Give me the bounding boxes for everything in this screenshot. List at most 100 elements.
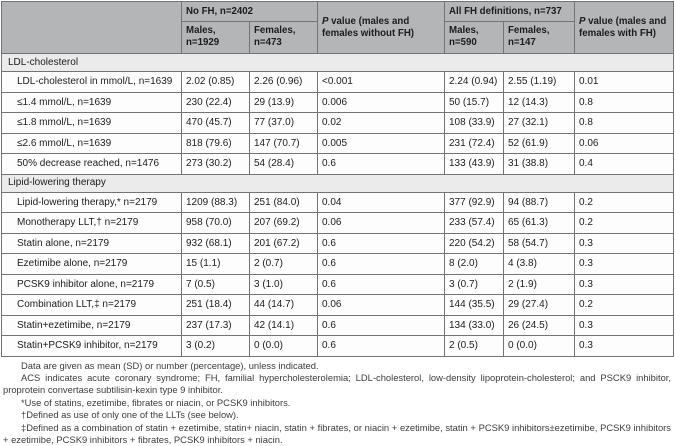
value-cell: 220 (54.2) (445, 233, 504, 254)
value-cell: 0 (0.0) (250, 336, 318, 357)
value-cell: 0.3 (575, 233, 674, 254)
value-cell: 54 (28.4) (250, 154, 318, 175)
journal-table-figure: No FH, n=2402 P value (males and females… (0, 1, 675, 420)
value-cell: 2.02 (0.85) (182, 72, 250, 93)
value-cell: 0.06 (318, 295, 445, 316)
row-label-cell: Statin+PCSK9 inhibitor, n=2179 (2, 336, 182, 357)
value-cell: 8 (2.0) (445, 254, 504, 275)
value-cell: 0.6 (318, 274, 445, 295)
p-value-fh-header: P value (males and females with FH) (575, 2, 674, 54)
value-cell: 108 (33.9) (445, 113, 504, 134)
value-cell: 0.2 (575, 213, 674, 234)
row-label-cell: LDL-cholesterol in mmol/L, n=1639 (2, 72, 182, 93)
value-cell: 230 (22.4) (182, 92, 250, 113)
value-cell: 251 (18.4) (182, 295, 250, 316)
fh-group-header: All FH definitions, n=737 (445, 2, 575, 22)
value-cell: 58 (54.7) (504, 233, 575, 254)
value-cell: 207 (69.2) (250, 213, 318, 234)
value-cell: 3 (1.0) (250, 274, 318, 295)
value-cell: 29 (13.9) (250, 92, 318, 113)
value-cell: 237 (17.3) (182, 315, 250, 336)
value-cell: 0.3 (575, 254, 674, 275)
section-label: Lipid-lowering therapy (2, 174, 674, 192)
value-cell: 1209 (88.3) (182, 192, 250, 213)
row-label-cell: ≤2.6 mmol/L, n=1639 (2, 133, 182, 154)
value-cell: 233 (57.4) (445, 213, 504, 234)
value-cell: 0.2 (575, 192, 674, 213)
value-cell: 0.4 (575, 154, 674, 175)
value-cell: 0.3 (575, 315, 674, 336)
value-cell: 0.3 (575, 336, 674, 357)
value-cell: 0.6 (318, 233, 445, 254)
value-cell: 29 (27.4) (504, 295, 575, 316)
footnote-asterisk: *Use of statins, ezetimibe, fibrates or … (3, 397, 671, 409)
value-cell: 147 (70.7) (250, 133, 318, 154)
value-cell: 3 (0.2) (182, 336, 250, 357)
section-row: LDL-cholesterol (2, 54, 674, 72)
data-table: No FH, n=2402 P value (males and females… (1, 1, 674, 357)
value-cell: 0.06 (318, 213, 445, 234)
value-cell: 2 (0.7) (250, 254, 318, 275)
no-fh-males-header: Males, n=1929 (182, 22, 250, 54)
value-cell: 0.3 (575, 274, 674, 295)
row-label-cell: Ezetimibe alone, n=2179 (2, 254, 182, 275)
value-cell: 377 (92.9) (445, 192, 504, 213)
value-cell: 42 (14.1) (250, 315, 318, 336)
value-cell: 251 (84.0) (250, 192, 318, 213)
row-label-cell: Statin+ezetimibe, n=2179 (2, 315, 182, 336)
value-cell: 134 (33.0) (445, 315, 504, 336)
value-cell: 65 (61.3) (504, 213, 575, 234)
footnotes: Data are given as mean (SD) or number (p… (3, 360, 671, 446)
p-value-fh-label: value (males and females with FH) (579, 16, 666, 39)
value-cell: 958 (70.0) (182, 213, 250, 234)
value-cell: 31 (38.8) (504, 154, 575, 175)
value-cell: 0.6 (318, 336, 445, 357)
value-cell: 0.06 (575, 133, 674, 154)
value-cell: 77 (37.0) (250, 113, 318, 134)
value-cell: 0.6 (318, 315, 445, 336)
value-cell: 2.24 (0.94) (445, 72, 504, 93)
value-cell: 133 (43.9) (445, 154, 504, 175)
value-cell: 3 (0.7) (445, 274, 504, 295)
value-cell: 4 (3.8) (504, 254, 575, 275)
row-label-cell: Statin alone, n=2179 (2, 233, 182, 254)
row-label-cell: PCSK9 inhibitor alone, n=2179 (2, 274, 182, 295)
value-cell: 0.8 (575, 113, 674, 134)
value-cell: 15 (1.1) (182, 254, 250, 275)
header-group-row: No FH, n=2402 P value (males and females… (2, 2, 674, 22)
value-cell: 0.02 (318, 113, 445, 134)
no-fh-females-header: Females, n=473 (250, 22, 318, 54)
value-cell: 0.2 (575, 295, 674, 316)
value-cell: 818 (79.6) (182, 133, 250, 154)
value-cell: 12 (14.3) (504, 92, 575, 113)
value-cell: 0.01 (575, 72, 674, 93)
row-label-cell: ≤1.8 mmol/L, n=1639 (2, 113, 182, 134)
value-cell: 2.26 (0.96) (250, 72, 318, 93)
value-cell: 231 (72.4) (445, 133, 504, 154)
value-cell: 2 (1.9) (504, 274, 575, 295)
value-cell: 0.6 (318, 254, 445, 275)
no-fh-group-header: No FH, n=2402 (182, 2, 318, 22)
value-cell: 0.006 (318, 92, 445, 113)
value-cell: 273 (30.2) (182, 154, 250, 175)
value-cell: 94 (88.7) (504, 192, 575, 213)
fh-males-header: Males, n=590 (445, 22, 504, 54)
value-cell: 0.04 (318, 192, 445, 213)
value-cell: 0.8 (575, 92, 674, 113)
value-cell: 44 (14.7) (250, 295, 318, 316)
table-header: No FH, n=2402 P value (males and females… (2, 2, 674, 54)
value-cell: 201 (67.2) (250, 233, 318, 254)
value-cell: 2 (0.5) (445, 336, 504, 357)
footnote-double-dagger: ‡Defined as a combination of statin + ez… (3, 422, 671, 446)
